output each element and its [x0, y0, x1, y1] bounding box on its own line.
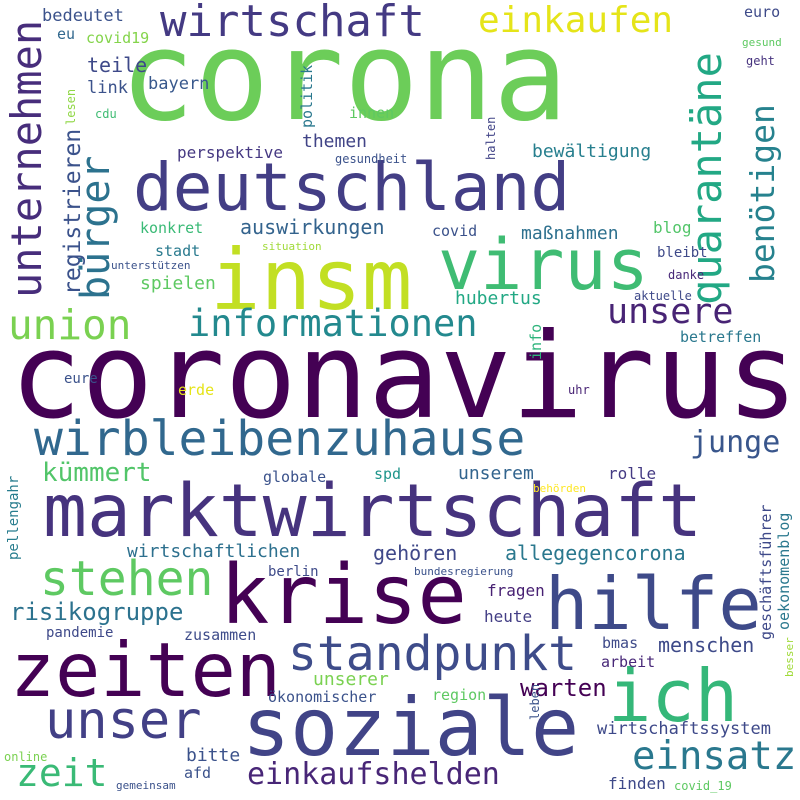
- word-besser: besser: [783, 637, 796, 677]
- word-risikogruppe: risikogruppe: [10, 598, 184, 626]
- word-unsere: unsere: [607, 292, 734, 332]
- word-fragen: fragen: [487, 581, 545, 600]
- word-zusammen: zusammen: [184, 626, 257, 644]
- word-globale: globale: [263, 468, 327, 486]
- word-bewaeltigung: bewältigung: [532, 141, 652, 162]
- word-unserer: unserer: [313, 669, 389, 690]
- word-unser: unser: [45, 691, 202, 751]
- word-behoerden: behörden: [533, 482, 586, 495]
- word-bundesregierung: bundesregierung: [414, 565, 514, 578]
- word-einkaufen: einkaufen: [478, 0, 674, 41]
- word-konkret: konkret: [140, 219, 204, 237]
- word-bayern: bayern: [148, 74, 210, 94]
- word-blog: blog: [653, 218, 692, 237]
- word-bedeutet: bedeutet: [42, 6, 124, 26]
- word-junge: junge: [690, 425, 781, 460]
- word-wirtschaft: wirtschaft: [160, 0, 425, 47]
- word-wirtschaftlichen: wirtschaftlichen: [127, 541, 301, 562]
- word-afd: afd: [184, 764, 212, 782]
- word-leben: leben: [528, 683, 542, 720]
- word-geschaeftsfuehrer: geschäftsführer: [757, 504, 775, 640]
- word-hilfe: hilfe: [545, 562, 762, 646]
- word-auswirkungen: auswirkungen: [240, 215, 385, 239]
- word-coronavirus: coronavirus: [10, 308, 799, 446]
- word-rolle: rolle: [608, 464, 657, 483]
- word-virus: virus: [438, 224, 649, 306]
- word-betreffen: betreffen: [680, 328, 762, 346]
- word-warten: warten: [520, 674, 607, 702]
- word-euro: euro: [744, 3, 781, 21]
- word-hubertus: hubertus: [455, 288, 542, 309]
- word-covid: covid: [432, 222, 478, 240]
- word-danke: danke: [668, 268, 705, 282]
- word-erde: erde: [178, 381, 215, 399]
- word-heute: heute: [484, 607, 533, 626]
- word-halten: halten: [484, 116, 498, 160]
- word-gehoeren: gehören: [373, 541, 458, 565]
- word-stehen: stehen: [40, 551, 214, 607]
- word-online: online: [4, 750, 48, 764]
- word-innen: innen: [349, 104, 395, 122]
- word-lesen: lesen: [64, 88, 78, 125]
- word-krise: krise: [220, 548, 467, 643]
- word-corona: corona: [120, 5, 568, 149]
- word-marktwirtschaft: marktwirtschaft: [43, 469, 703, 554]
- word-link: link: [87, 78, 128, 98]
- word-einsatz: einsatz: [632, 734, 797, 779]
- word-deutschland: deutschland: [133, 149, 571, 226]
- word-registrieren: registrieren: [60, 128, 86, 295]
- word-teile: teile: [87, 53, 148, 77]
- word-wirbleibenzuhause: wirbleibenzuhause: [34, 411, 526, 467]
- word-eure: eure: [64, 371, 98, 387]
- word-arbeit: arbeit: [601, 653, 656, 671]
- word-gesund: gesund: [742, 36, 782, 49]
- word-insm: insm: [210, 231, 413, 329]
- word-soziale: soziale: [242, 681, 580, 774]
- word-unserem: unserem: [458, 463, 534, 484]
- word-aktuelle: aktuelle: [634, 289, 692, 303]
- word-covid-19: covid_19: [674, 779, 732, 793]
- word-wirtschaftssystem: wirtschaftssystem: [597, 719, 771, 739]
- word-unterstuetzen: unterstützen: [111, 259, 191, 272]
- word-finden: finden: [608, 774, 666, 793]
- word-region: region: [432, 686, 487, 704]
- word-gemeinsam: gemeinsam: [116, 779, 176, 792]
- word-spielen: spielen: [140, 273, 216, 294]
- word-bmas: bmas: [602, 634, 639, 652]
- word-situation: situation: [262, 240, 322, 253]
- word-standpunkt: standpunkt: [288, 626, 577, 682]
- word-zeit: zeit: [16, 751, 108, 795]
- word-geht: geht: [746, 54, 775, 68]
- word-covid19: covid19: [86, 29, 150, 47]
- word-perspektive: perspektive: [177, 143, 283, 162]
- word-cdu: cdu: [95, 107, 117, 121]
- word-bitte: bitte: [186, 745, 241, 766]
- word-pandemie: pandemie: [46, 625, 114, 641]
- word-union: union: [8, 301, 132, 349]
- word-eu: eu: [57, 25, 76, 43]
- word-menschen: menschen: [658, 633, 755, 657]
- word-uhr: uhr: [568, 383, 590, 397]
- word-politik: politik: [298, 64, 316, 128]
- word-einkaufshelden: einkaufshelden: [247, 757, 500, 792]
- word-informationen: informationen: [188, 302, 478, 345]
- word-bleibt: bleibt: [657, 245, 708, 261]
- word-gesundheit: gesundheit: [335, 152, 408, 166]
- word-kuemmert: kümmert: [42, 458, 152, 488]
- word-ich: ich: [608, 654, 739, 738]
- word-stadt: stadt: [155, 242, 201, 260]
- word-themen: themen: [302, 131, 368, 152]
- word-massnahmen: maßnahmen: [521, 223, 619, 244]
- word-zeiten: zeiten: [10, 626, 281, 714]
- word-oekonomischer: ökonomischer: [268, 688, 377, 706]
- word-unternehmen: unternehmen: [2, 19, 51, 298]
- word-info: info: [527, 323, 545, 360]
- word-pellengahr: pellengahr: [6, 475, 22, 560]
- word-oekonomenblog: oekonomenblog: [775, 512, 793, 630]
- word-allegegencorona: allegegencorona: [505, 541, 686, 565]
- word-berlin: berlin: [268, 564, 319, 580]
- word-benoetigen: benötigen: [743, 104, 782, 283]
- word-spd: spd: [374, 465, 402, 483]
